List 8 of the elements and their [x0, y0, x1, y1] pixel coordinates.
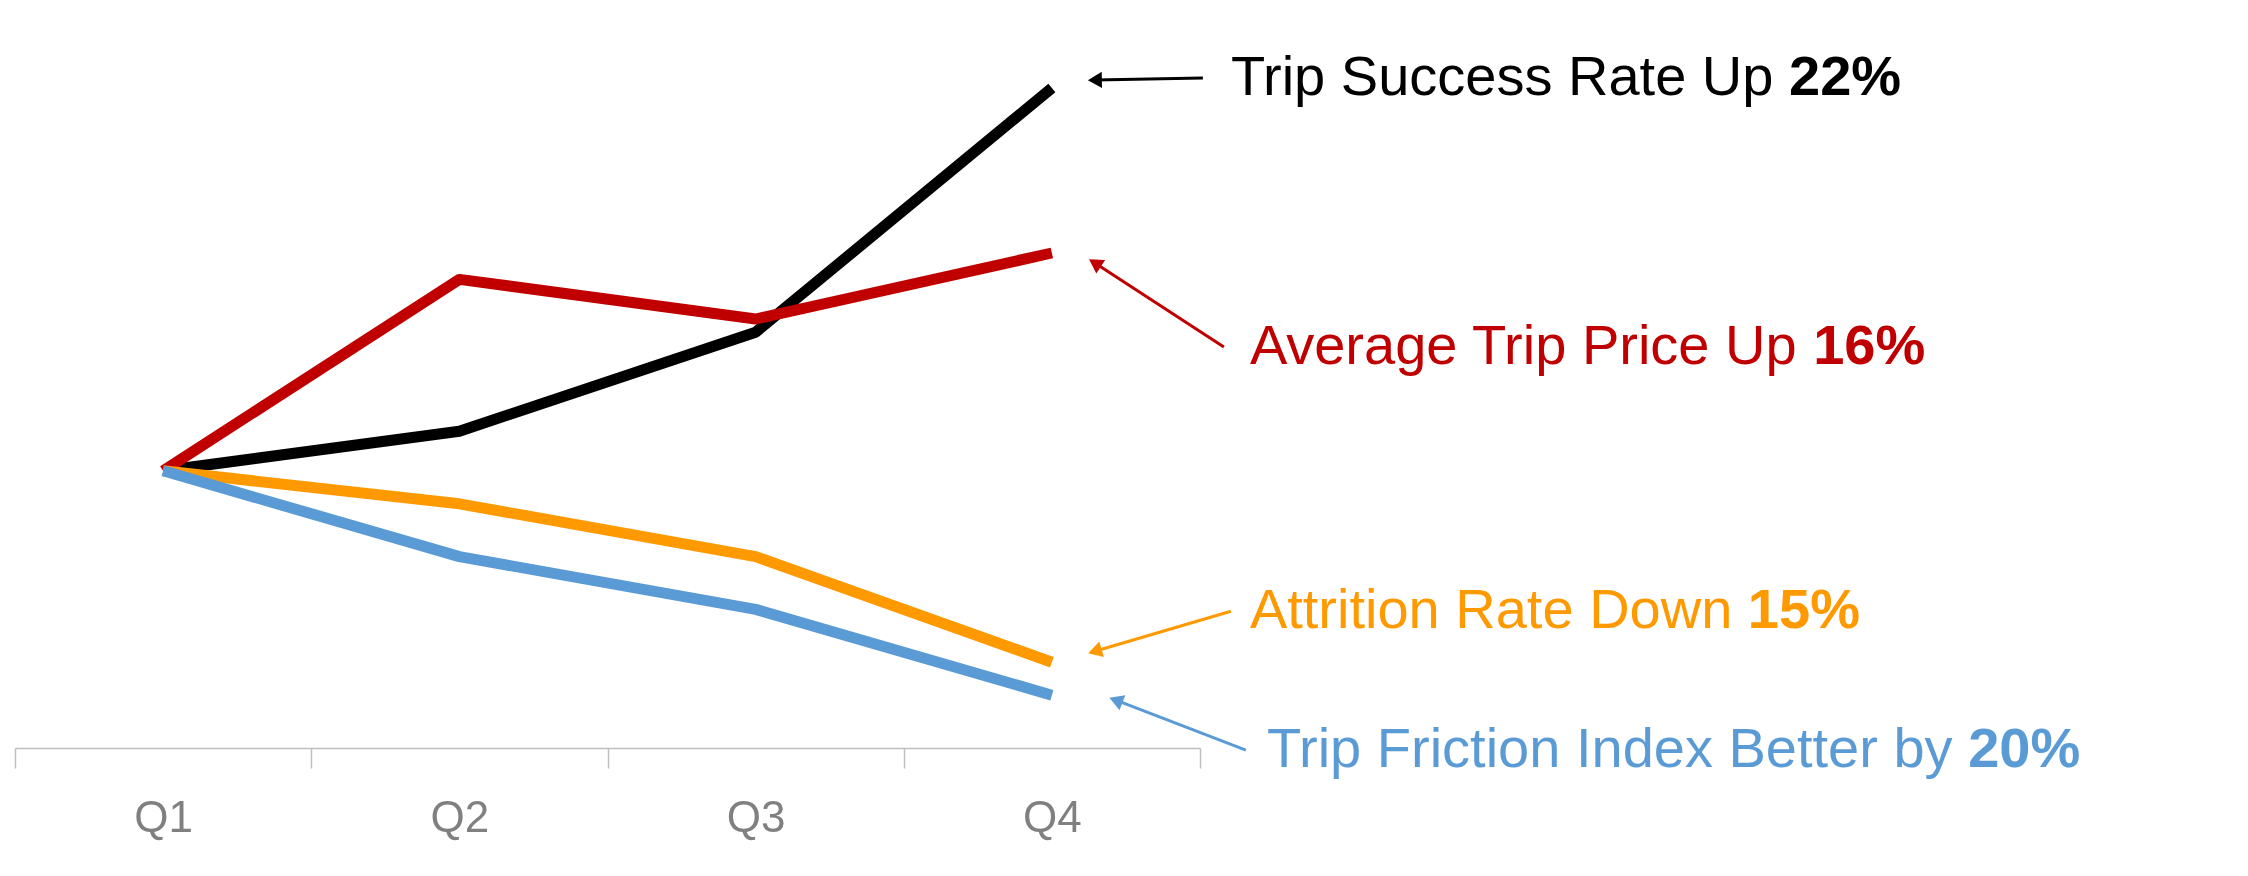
x-tick-label: Q2 [430, 791, 490, 841]
x-tick-label: Q3 [726, 791, 786, 841]
x-tick-label: Q4 [1023, 791, 1082, 841]
legend-label: Trip Success Rate Up 22% [1230, 44, 1902, 107]
legend-label: Attrition Rate Down 15% [1249, 577, 1860, 641]
x-tick-label: Q1 [134, 791, 193, 841]
text: Average Trip Price Up 16% [1249, 313, 1926, 376]
legend-label: Trip Friction Index Better by 20% [1266, 716, 2081, 780]
